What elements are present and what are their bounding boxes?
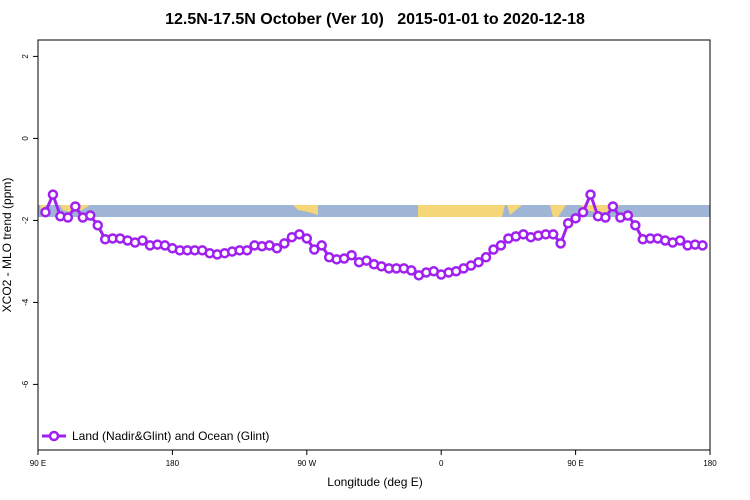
x-tick-label: 90 W — [297, 459, 316, 468]
ocean-band — [38, 205, 710, 217]
data-point — [40, 206, 51, 218]
plot-frame — [37, 39, 711, 451]
chart-title: 12.5N-17.5N October (Ver 10) 2015-01-01 … — [165, 11, 585, 28]
x-tick-label: 90 E — [567, 459, 583, 468]
data-point — [577, 206, 589, 218]
data-point — [85, 210, 96, 221]
data-point — [495, 240, 507, 251]
x-axis-label: Longitude (deg E) — [327, 475, 422, 489]
legend: Land (Nadir&Glint) and Ocean (Glint) — [42, 429, 269, 443]
data-point — [674, 235, 686, 246]
x-tick-label: 180 — [703, 459, 717, 468]
y-axis-label: XCO2 - MLO trend (ppm) — [0, 178, 14, 313]
data-point — [346, 250, 357, 261]
data-point — [241, 245, 253, 256]
data-point — [294, 229, 305, 240]
data-point — [92, 220, 103, 231]
land-patch — [507, 205, 522, 215]
data-point — [279, 238, 290, 249]
data-point — [630, 220, 641, 231]
legend-marker — [48, 430, 60, 442]
land-patch — [418, 205, 505, 217]
data-point — [70, 201, 81, 212]
data-point — [137, 235, 148, 246]
data-point — [697, 240, 708, 251]
data-point — [622, 210, 634, 221]
data-point — [488, 244, 499, 255]
legend-label: Land (Nadir&Glint) and Ocean (Glint) — [72, 429, 269, 443]
data-point — [607, 201, 619, 212]
y-tick-label: -4 — [21, 298, 30, 306]
land-patch — [550, 205, 566, 217]
y-tick-label: 2 — [21, 54, 30, 59]
data-point — [585, 189, 596, 200]
land-patch — [293, 205, 318, 215]
data-point — [562, 218, 574, 229]
y-tick-label: 0 — [21, 136, 30, 141]
x-tick-label: 90 E — [30, 459, 46, 468]
y-tick-label: -6 — [21, 380, 30, 388]
data-point — [480, 252, 492, 263]
data-point — [301, 233, 313, 244]
data-point — [47, 189, 59, 200]
data-point — [406, 265, 417, 276]
x-tick-label: 180 — [166, 459, 180, 468]
data-point — [570, 213, 581, 224]
data-point — [62, 212, 74, 223]
data-point — [316, 240, 327, 251]
data-point — [473, 256, 484, 268]
data-point — [309, 244, 320, 255]
data-point — [547, 229, 559, 240]
data-point — [600, 212, 611, 223]
x-tick-label: 0 — [439, 459, 444, 468]
data-point — [555, 238, 566, 249]
y-tick-label: -2 — [21, 216, 30, 224]
data-point — [271, 243, 283, 254]
